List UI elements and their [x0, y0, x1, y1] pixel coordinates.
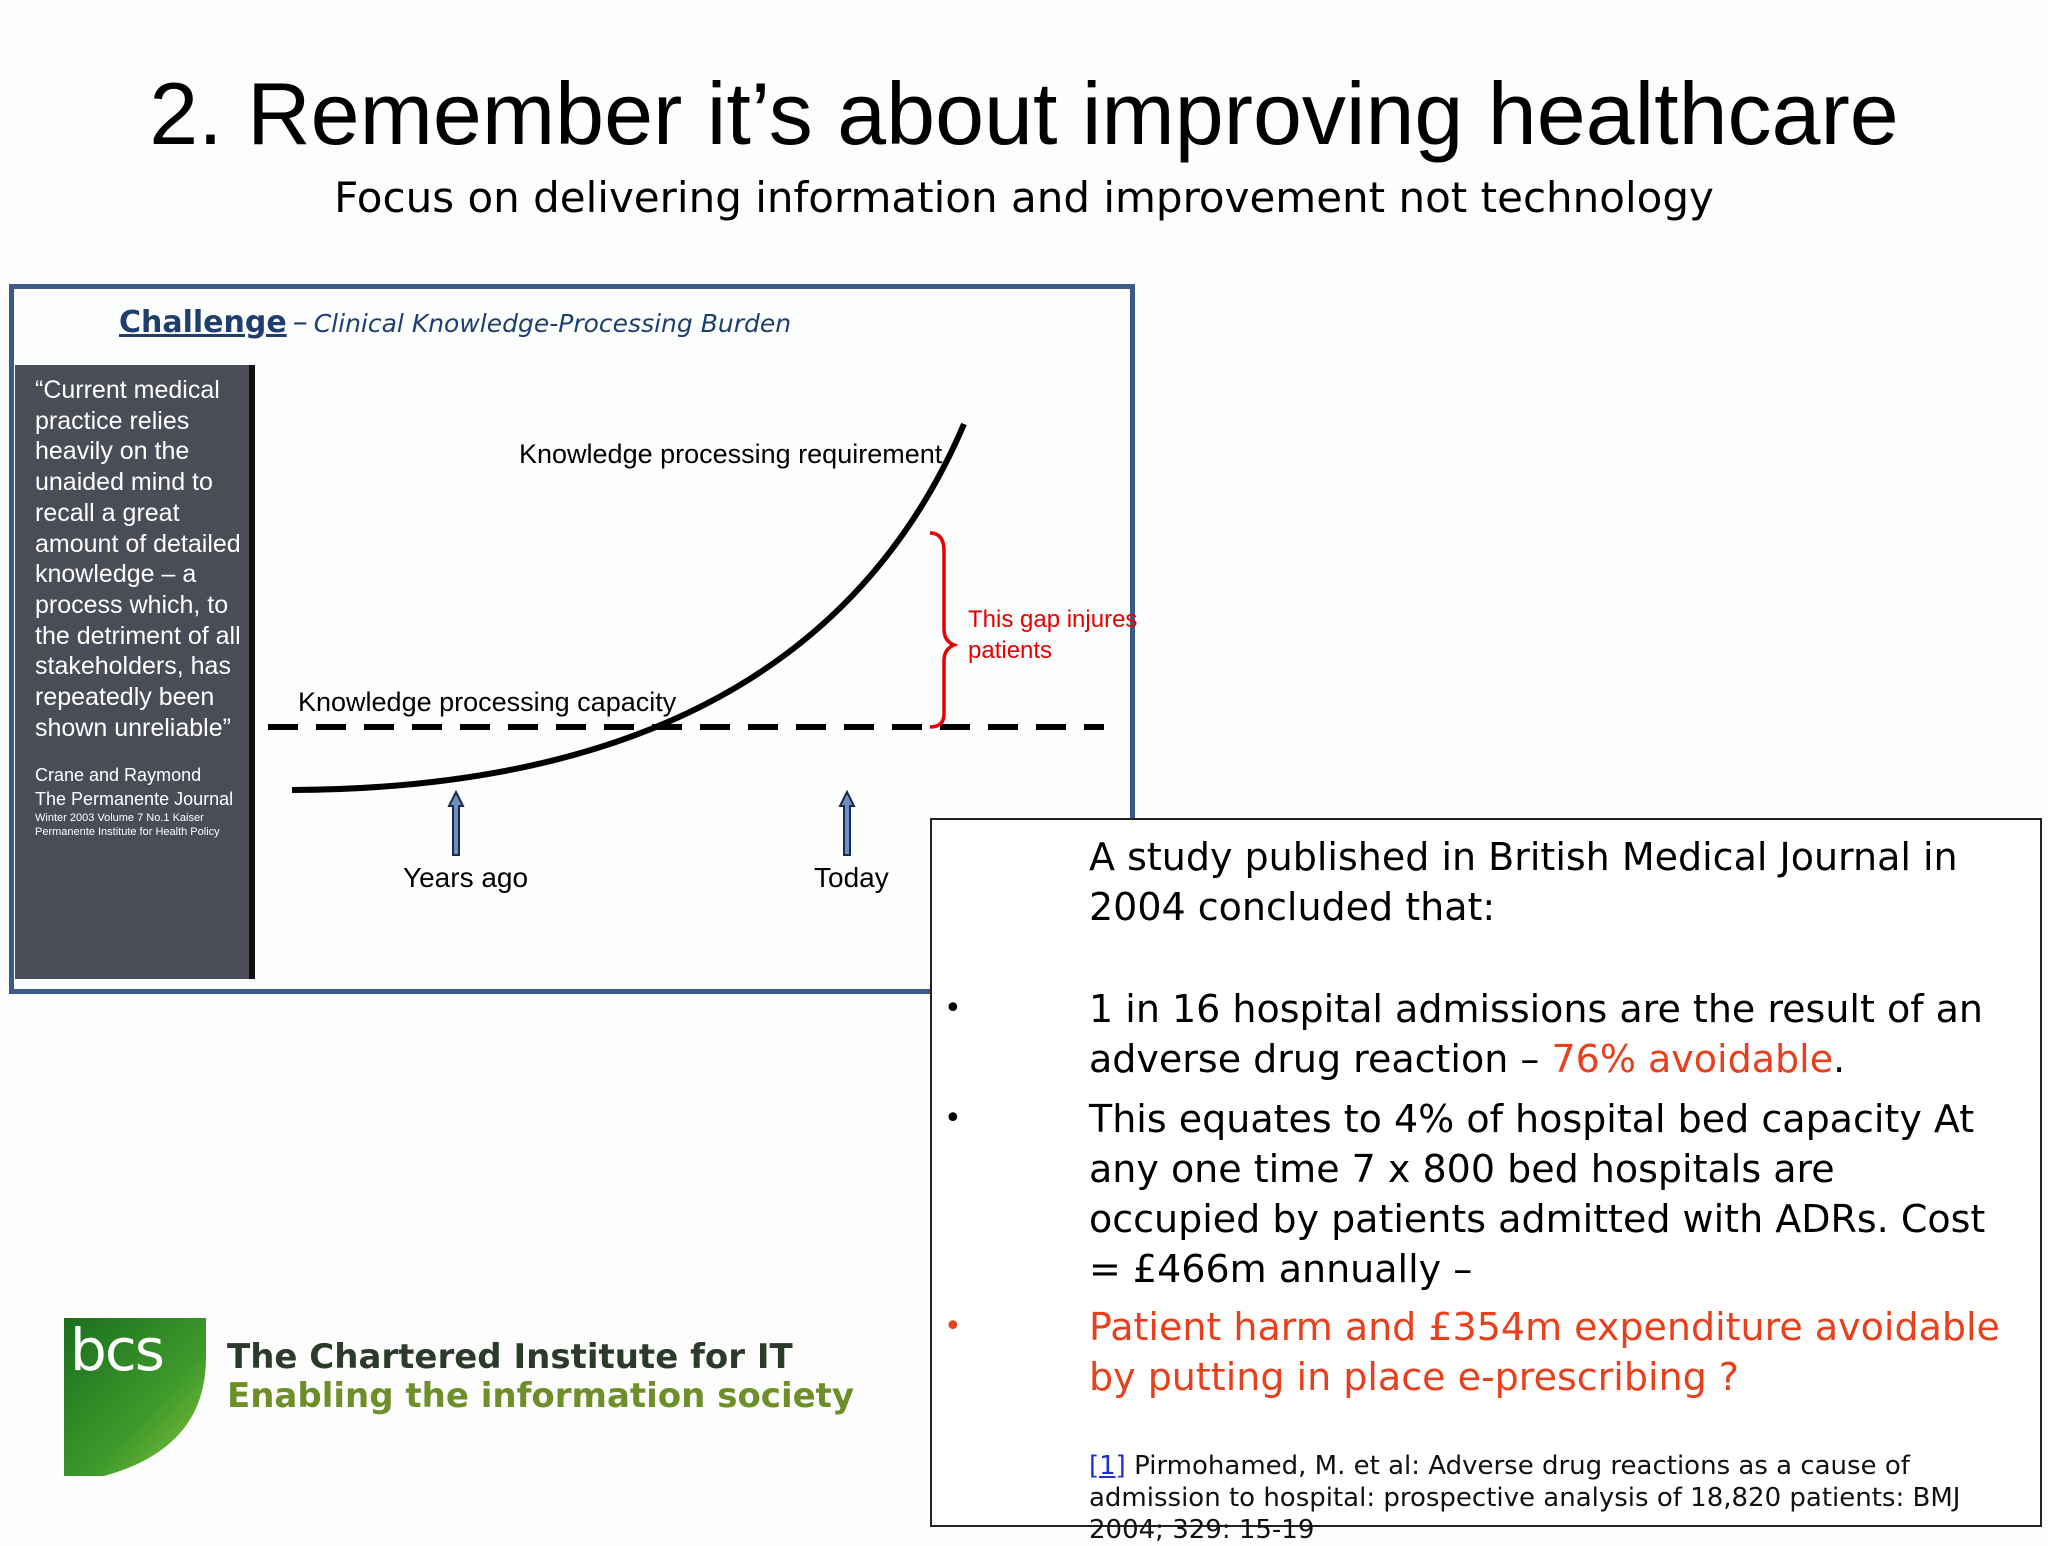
quote-citation: Crane and Raymond The Permanente Journal… — [35, 763, 241, 839]
bullet-admissions-end: . — [1833, 1037, 1846, 1081]
citation-journal: The Permanente Journal — [35, 789, 234, 810]
citation-details: Winter 2003 Volume 7 No.1 Kaiser Permane… — [35, 812, 220, 839]
footnote: [1] Pirmohamed, M. et al: Adverse drug r… — [1089, 1450, 2029, 1546]
logo-line-2: Enabling the information society — [227, 1376, 855, 1416]
quote-text: “Current medical practice relies heavily… — [35, 376, 241, 742]
slide-subtitle: Focus on delivering information and impr… — [334, 173, 1714, 222]
capacity-label: Knowledge processing capacity — [298, 687, 677, 717]
challenge-subheading: Clinical Knowledge-Processing Burden — [313, 309, 792, 338]
quote-box: “Current medical practice relies heavily… — [15, 365, 255, 979]
citation-authors: Crane and Raymond — [35, 765, 202, 786]
arrow-today — [838, 789, 856, 856]
gap-label: This gap injures patients — [968, 606, 1138, 664]
years-ago-label: Years ago — [403, 862, 529, 893]
bullet-dot-2: • — [944, 1101, 962, 1136]
avoidable-highlight: 76% avoidable — [1551, 1037, 1834, 1081]
gap-brace — [929, 531, 959, 729]
bullet-admissions-text: 1 in 16 hospital admissions are the resu… — [1089, 987, 1984, 1081]
study-box: A study published in British Medical Jou… — [930, 818, 2042, 1545]
study-intro: A study published in British Medical Jou… — [1089, 835, 1958, 929]
heading-dash: – — [292, 305, 308, 340]
bcs-logo-letters: bcs — [70, 1318, 163, 1384]
arrow-years-ago — [447, 789, 465, 856]
slide-title: 2. Remember it’s about improving healthc… — [149, 64, 1899, 163]
bullet-bed-capacity: This equates to 4% of hospital bed capac… — [1089, 1097, 1986, 1291]
bullet-dot-3: • — [944, 1309, 962, 1344]
footnote-reference-link[interactable]: [1] — [1089, 1451, 1126, 1481]
challenge-panel: Challenge – Clinical Knowledge-Processing … — [9, 284, 1137, 994]
logo-line-1: The Chartered Institute for IT — [227, 1337, 793, 1377]
footnote-text: Pirmohamed, M. et al: Adverse drug react… — [1089, 1451, 1961, 1545]
bcs-logo-mark — [64, 1318, 206, 1476]
bullet-dot-1: • — [944, 991, 962, 1026]
knowledge-gap-diagram — [268, 422, 1104, 856]
requirement-curve — [291, 422, 967, 793]
challenge-label: Challenge — [119, 305, 287, 340]
bullet-e-prescribing: Patient harm and £354m expenditure avoid… — [1089, 1305, 2000, 1399]
bullet-admissions: 1 in 16 hospital admissions are the resu… — [1089, 984, 2009, 1084]
challenge-heading: Challenge – Clinical Knowledge-Processing … — [119, 305, 791, 345]
bcs-logo: bcs — [64, 1318, 206, 1476]
requirement-label: Knowledge processing requirement — [519, 439, 943, 469]
today-label: Today — [814, 862, 889, 893]
